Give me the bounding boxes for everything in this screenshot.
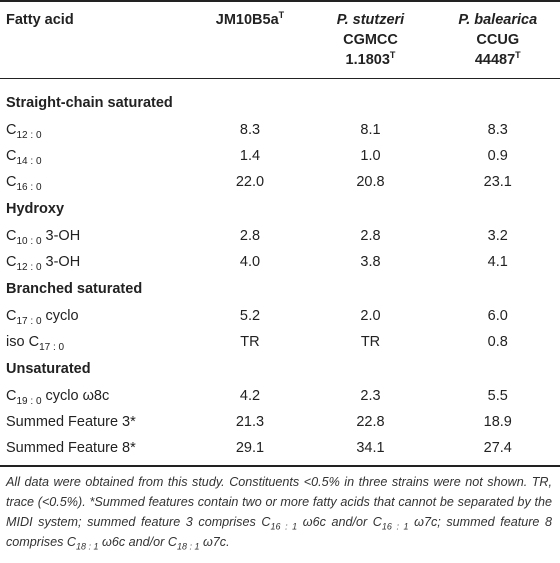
table-footnote: All data were obtained from this study. … (6, 475, 552, 552)
name-subscript: 14 : 0 (16, 155, 42, 167)
value-cell-3: 5.5 (487, 388, 508, 404)
table-header-row: Fatty acid JM10B5aT P. stutzeri CGMCC 1.… (0, 1, 560, 79)
value-cell-1: 22.0 (235, 174, 265, 190)
section-heading: Hydroxy (6, 201, 65, 217)
name-base: C (6, 308, 17, 324)
fatty-acid-name: C16 : 0 (0, 169, 195, 195)
section-heading-row: Straight-chain saturated (0, 79, 560, 118)
value-cell-3: 23.1 (483, 174, 512, 190)
table-row: C19 : 0 cyclo ω8c 4.2 2.3 5.5 (0, 383, 560, 409)
value-cell-2: TR (360, 334, 381, 350)
value-cell-2: 2.3 (360, 388, 381, 404)
table-row: C16 : 0 22.0 20.8 23.1 (0, 169, 560, 195)
value-cell-3: 18.9 (483, 414, 512, 430)
value-cell-1: 21.3 (235, 414, 265, 430)
fatty-acid-name: C19 : 0 cyclo ω8c (0, 383, 195, 409)
value-cell-2: 1.0 (360, 148, 381, 164)
value-cell-1: 29.1 (194, 435, 306, 467)
name-subscript: 17 : 0 (16, 315, 42, 327)
value-cell-1: 1.4 (239, 148, 261, 164)
section-heading: Straight-chain saturated (6, 95, 173, 111)
name-subscript: 12 : 0 (16, 129, 42, 141)
value-cell-3: 0.8 (487, 334, 508, 350)
value-cell-3: 27.4 (435, 435, 560, 467)
fatty-acid-name: Summed Feature 8* (0, 435, 195, 467)
value-cell-2: 2.0 (360, 308, 381, 324)
section-heading: Branched saturated (6, 281, 143, 297)
name-subscript: 12 : 0 (16, 261, 42, 273)
name-base: C (6, 254, 17, 270)
fatty-acid-name: iso C17 : 0 (0, 329, 195, 355)
name-base: C (6, 122, 17, 138)
name-subscript: 17 : 0 (39, 341, 65, 353)
name-base: Summed Feature 8* (6, 440, 136, 456)
name-prefix: iso (6, 334, 29, 350)
table-row: C12 : 0 8.3 8.1 8.3 (0, 117, 560, 143)
table-row: C12 : 0 3-OH 4.0 3.8 4.1 (0, 249, 560, 275)
table-body: Straight-chain saturated C12 : 0 8.3 8.1 8.3… (0, 79, 560, 467)
name-base: C (6, 148, 17, 164)
value-cell-1: 5.2 (239, 308, 261, 324)
section-heading-row: Hydroxy (0, 195, 560, 223)
table-row: C17 : 0 cyclo 5.2 2.0 6.0 (0, 303, 560, 329)
fatty-acid-name: C14 : 0 (0, 143, 195, 169)
value-cell-1: 4.2 (239, 388, 261, 404)
value-cell-3: 0.9 (487, 148, 508, 164)
name-base: C (6, 228, 17, 244)
value-cell-1: 2.8 (239, 228, 261, 244)
value-cell-3: 4.1 (487, 254, 508, 270)
table-row: C14 : 0 1.4 1.0 0.9 (0, 143, 560, 169)
header-strain-p-stutzeri: P. stutzeri CGMCC 1.1803T (305, 1, 436, 79)
value-cell-2: 22.8 (356, 414, 385, 430)
value-cell-2: 20.8 (356, 174, 385, 190)
header-strain-p-balearica: P. balearica CCUG 44487T (435, 1, 560, 79)
fatty-acid-name: C17 : 0 cyclo (0, 303, 195, 329)
value-cell-2: 2.8 (360, 228, 381, 244)
name-base: Summed Feature 3* (6, 414, 136, 430)
value-cell-1: 4.0 (239, 254, 261, 270)
table-row: Summed Feature 8* 29.1 34.1 27.4 (0, 435, 560, 467)
value-cell-3: 6.0 (487, 308, 508, 324)
fatty-acid-name: Summed Feature 3* (0, 409, 195, 435)
name-suffix: cyclo ω8c (41, 388, 110, 404)
value-cell-1: TR (240, 334, 260, 350)
header-fatty-acid: Fatty acid (0, 1, 195, 79)
name-base: C (6, 174, 17, 190)
name-suffix: cyclo (41, 308, 79, 324)
name-suffix: 3-OH (41, 228, 81, 244)
table-row: Summed Feature 3* 21.3 22.8 18.9 (0, 409, 560, 435)
fatty-acid-name: C12 : 0 (0, 117, 195, 143)
name-subscript: 16 : 0 (16, 181, 42, 193)
name-base: C (6, 388, 17, 404)
fatty-acid-name: C10 : 0 3-OH (0, 223, 195, 249)
section-heading-row: Branched saturated (0, 275, 560, 303)
fatty-acid-table: Fatty acid JM10B5aT P. stutzeri CGMCC 1.… (0, 1, 560, 467)
value-cell-2: 3.8 (360, 254, 381, 270)
fatty-acid-name: C12 : 0 3-OH (0, 249, 195, 275)
value-cell-1: 8.3 (239, 122, 261, 138)
header-strain-jm10b5a: JM10B5aT (194, 1, 306, 79)
value-cell-3: 8.3 (487, 122, 508, 138)
value-cell-3: 3.2 (487, 228, 508, 244)
name-subscript: 19 : 0 (16, 395, 42, 407)
table-row: iso C17 : 0 TR TR 0.8 (0, 329, 560, 355)
value-cell-2: 8.1 (360, 122, 381, 138)
table-row: C10 : 0 3-OH 2.8 2.8 3.2 (0, 223, 560, 249)
section-heading-row: Unsaturated (0, 355, 560, 383)
name-subscript: 10 : 0 (16, 235, 42, 247)
name-suffix: 3-OH (41, 254, 81, 270)
value-cell-2: 34.1 (305, 435, 436, 467)
name-base: C (28, 334, 40, 350)
section-heading: Unsaturated (6, 361, 91, 377)
